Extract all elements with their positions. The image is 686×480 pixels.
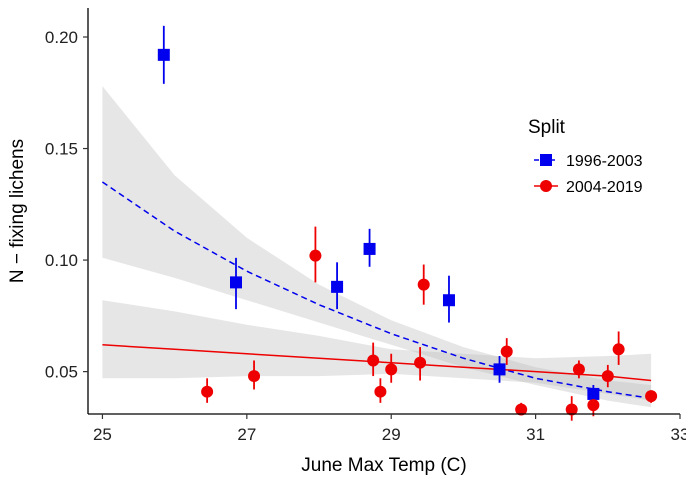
data-point-1-10 bbox=[565, 403, 578, 416]
data-point-1-5 bbox=[385, 363, 398, 376]
y-tick-label-3: 0.20 bbox=[45, 28, 78, 47]
data-point-1-15 bbox=[645, 390, 658, 403]
data-point-1-1 bbox=[248, 370, 261, 383]
y-tick-label-0: 0.05 bbox=[45, 363, 78, 382]
x-tick-label-1: 27 bbox=[237, 425, 256, 444]
x-tick-label-2: 29 bbox=[382, 425, 401, 444]
x-tick-label-3: 31 bbox=[526, 425, 545, 444]
data-point-0-0 bbox=[157, 48, 170, 61]
fit-line-0 bbox=[101, 181, 652, 400]
data-point-1-6 bbox=[414, 356, 427, 369]
y-tick-label-1: 0.10 bbox=[45, 251, 78, 270]
data-point-1-4 bbox=[374, 385, 387, 398]
y-tick-label-2: 0.15 bbox=[45, 140, 78, 159]
data-point-1-7 bbox=[417, 278, 430, 291]
legend-marker-0 bbox=[540, 154, 552, 166]
legend-item-0: 1996-2003 bbox=[534, 153, 643, 170]
data-point-1-13 bbox=[601, 370, 614, 383]
data-point-1-14 bbox=[612, 343, 625, 356]
legend-label-1: 2004-2019 bbox=[566, 179, 643, 196]
data-point-0-6 bbox=[587, 387, 600, 400]
x-axis-title: June Max Temp (C) bbox=[301, 455, 466, 476]
data-point-1-9 bbox=[515, 403, 528, 416]
legend-marker-1 bbox=[540, 180, 552, 192]
data-point-0-1 bbox=[230, 276, 242, 289]
data-point-0-3 bbox=[363, 242, 376, 255]
legend: Split 1996-2003 2004-2019 bbox=[528, 117, 643, 196]
data-point-1-0 bbox=[201, 385, 214, 398]
x-tick-label-4: 33 bbox=[671, 425, 686, 444]
data-point-1-3 bbox=[367, 354, 380, 367]
confidence-bands bbox=[102, 86, 652, 408]
confidence-band-1 bbox=[102, 300, 652, 401]
data-point-0-4 bbox=[442, 294, 455, 307]
data-point-1-12 bbox=[587, 399, 600, 412]
x-tick-label-0: 25 bbox=[93, 425, 112, 444]
legend-item-1: 2004-2019 bbox=[534, 179, 643, 196]
data-points bbox=[157, 48, 658, 416]
data-point-1-2 bbox=[309, 249, 322, 262]
axes: 25 27 29 31 33 0.05 0.10 0.15 0.20 bbox=[45, 8, 686, 444]
data-point-0-2 bbox=[331, 280, 344, 293]
legend-title: Split bbox=[528, 117, 566, 138]
confidence-band-0 bbox=[102, 86, 652, 408]
data-point-1-11 bbox=[572, 363, 585, 376]
data-point-0-5 bbox=[493, 363, 506, 376]
legend-label-0: 1996-2003 bbox=[566, 153, 643, 170]
y-axis-title: N − fixing lichens bbox=[7, 139, 28, 283]
data-point-1-8 bbox=[500, 345, 513, 358]
